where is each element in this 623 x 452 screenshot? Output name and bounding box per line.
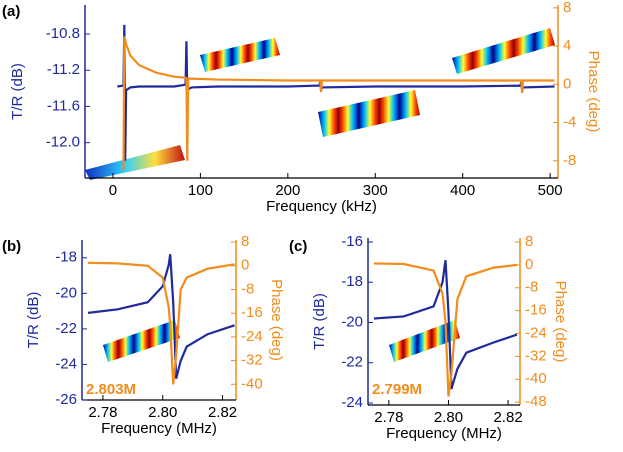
y2-tick-label: 0 xyxy=(241,257,249,274)
x-tick-label: 500 xyxy=(538,182,563,199)
y2-tick-label: -8 xyxy=(563,152,576,169)
y2-tick-label: 4 xyxy=(563,37,571,54)
y2-tick-label: 0 xyxy=(563,75,571,92)
y2-tick-label: -8 xyxy=(525,279,538,296)
mode-shape xyxy=(85,145,185,180)
x-tick-label: 2.82 xyxy=(493,409,522,426)
y2-tick-label: -4 xyxy=(563,114,576,131)
x-axis-label: Frequency (MHz) xyxy=(386,425,502,442)
y-tick-label: -18 xyxy=(341,273,363,290)
panel-label: (a) xyxy=(2,3,20,20)
y2-tick-label: 8 xyxy=(525,233,533,250)
y-tick-label: -11.2 xyxy=(47,61,80,78)
x-tick-label: 2.78 xyxy=(88,404,117,421)
series-line xyxy=(87,254,235,379)
x-tick-label: 0 xyxy=(109,182,117,199)
x-tick-label: 2.78 xyxy=(374,409,403,426)
y-tick-label: -20 xyxy=(55,284,77,301)
series-line xyxy=(373,259,518,390)
x-tick-label: 400 xyxy=(450,182,475,199)
y-tick-label: -24 xyxy=(55,355,77,372)
panel-label: (b) xyxy=(2,238,21,255)
mode-shape xyxy=(200,38,280,72)
x-tick-label: 100 xyxy=(188,182,213,199)
x-tick-label: 300 xyxy=(363,182,388,199)
series-line xyxy=(117,24,555,161)
x-axis-label: Frequency (kHz) xyxy=(266,198,377,215)
annotation: 2.803M xyxy=(86,381,136,398)
y-axis-label: T/R (dB) xyxy=(25,292,42,349)
inset-images xyxy=(85,28,555,362)
y2-tick-label: -24 xyxy=(241,328,263,345)
y2-tick-label: 8 xyxy=(563,0,571,16)
y-tick-label: -20 xyxy=(341,313,363,330)
x-tick-label: 2.82 xyxy=(208,404,237,421)
mode-shape xyxy=(389,320,460,362)
y2-tick-label: -16 xyxy=(241,304,263,321)
x-tick-label: 2.80 xyxy=(434,409,463,426)
mode-shape xyxy=(103,320,180,362)
y2-tick-label: -48 xyxy=(525,393,547,410)
x-axis-label: Frequency (MHz) xyxy=(101,420,217,437)
series-line xyxy=(122,36,555,171)
mode-shape xyxy=(318,90,420,137)
y-tick-label: -18 xyxy=(55,249,77,266)
y2-tick-label: -40 xyxy=(525,370,547,387)
panel-label: (c) xyxy=(289,238,307,255)
series-line xyxy=(373,262,518,397)
y2-tick-label: -24 xyxy=(525,324,547,341)
x-tick-label: 2.80 xyxy=(148,404,177,421)
y-tick-label: -16 xyxy=(341,233,363,250)
y-tick-label: -10.8 xyxy=(46,25,80,42)
y2-tick-label: -16 xyxy=(525,302,547,319)
y2-tick-label: -32 xyxy=(241,352,263,369)
y-tick-label: -26 xyxy=(55,391,77,408)
x-tick-label: 200 xyxy=(275,182,300,199)
mode-shape xyxy=(452,28,555,74)
y2-tick-label: 8 xyxy=(241,233,249,250)
y2-tick-label: -8 xyxy=(241,280,254,297)
series-line xyxy=(87,261,235,385)
y-tick-label: -11.6 xyxy=(47,97,80,114)
y-tick-label: -22 xyxy=(55,320,77,337)
y2-axis-label: Phase (deg) xyxy=(585,51,602,133)
annotation: 2.799M xyxy=(372,381,422,398)
y-tick-label: -24 xyxy=(341,394,363,411)
y2-tick-label: 0 xyxy=(525,256,533,273)
y-tick-label: -12.0 xyxy=(46,134,80,151)
y2-axis-label: Phase (deg) xyxy=(552,281,569,363)
y2-axis-label: Phase (deg) xyxy=(268,279,285,361)
y2-tick-label: -40 xyxy=(241,375,263,392)
y2-tick-label: -32 xyxy=(525,347,547,364)
y-axis-label: T/R (dB) xyxy=(311,293,328,350)
y-tick-label: -22 xyxy=(341,354,363,371)
y-axis-label: T/R (dB) xyxy=(9,63,26,120)
